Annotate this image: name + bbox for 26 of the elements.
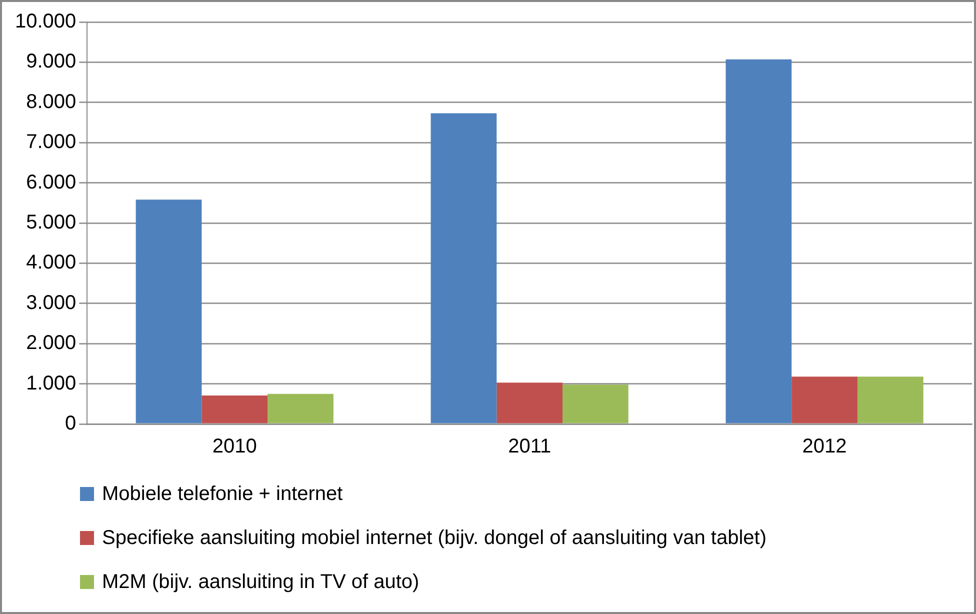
bar xyxy=(726,59,792,424)
y-tick-label: 7.000 xyxy=(26,131,76,154)
y-tick-label: 2.000 xyxy=(26,332,76,354)
y-tick-label: 8.000 xyxy=(26,90,76,113)
legend-label: Mobiele telefonie + internet xyxy=(102,482,343,506)
bar xyxy=(562,384,628,424)
y-tick-label: 10.000 xyxy=(15,10,76,33)
y-tick-label: 6.000 xyxy=(26,171,76,194)
x-tick-label: 2012 xyxy=(802,436,847,458)
legend-label: M2M (bijv. aansluiting in TV of auto) xyxy=(102,570,420,594)
y-tick-label: 0 xyxy=(65,412,76,435)
bar xyxy=(496,382,563,424)
y-tick-label: 4.000 xyxy=(26,252,76,274)
y-tick-label: 3.000 xyxy=(26,292,76,314)
bar xyxy=(136,200,202,424)
legend-label: Specifieke aansluiting mobiel internet (bijv. dongel of aansluiting van tablet) xyxy=(102,526,766,550)
bar xyxy=(792,376,858,424)
x-tick-label: 2011 xyxy=(508,436,552,458)
y-tick-label: 1.000 xyxy=(26,372,76,394)
y-tick-label: 5.000 xyxy=(26,212,76,234)
bar xyxy=(202,395,268,424)
x-tick-label: 2010 xyxy=(212,436,257,458)
y-tick-label: 9.000 xyxy=(26,50,76,73)
bar xyxy=(268,394,334,424)
bar xyxy=(430,113,497,424)
bar xyxy=(857,376,924,424)
